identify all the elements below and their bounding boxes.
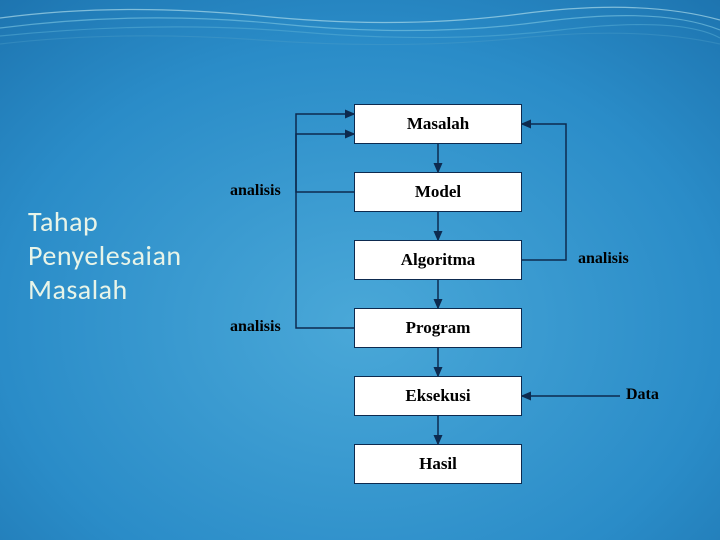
title-line-1: Tahap bbox=[28, 205, 182, 239]
label-data: Data bbox=[626, 386, 659, 404]
box-model: Model bbox=[354, 172, 522, 212]
title-line-3: Masalah bbox=[28, 273, 182, 307]
label-analisis_right: analisis bbox=[578, 250, 629, 268]
box-hasil: Hasil bbox=[354, 444, 522, 484]
box-program: Program bbox=[354, 308, 522, 348]
wave-decoration bbox=[0, 0, 720, 60]
box-algoritma: Algoritma bbox=[354, 240, 522, 280]
slide-title: TahapPenyelesaianMasalah bbox=[28, 205, 182, 307]
label-analisis_left_bottom: analisis bbox=[230, 318, 281, 336]
box-masalah: Masalah bbox=[354, 104, 522, 144]
title-line-2: Penyelesaian bbox=[28, 239, 182, 273]
label-analisis_left_top: analisis bbox=[230, 182, 281, 200]
box-eksekusi: Eksekusi bbox=[354, 376, 522, 416]
